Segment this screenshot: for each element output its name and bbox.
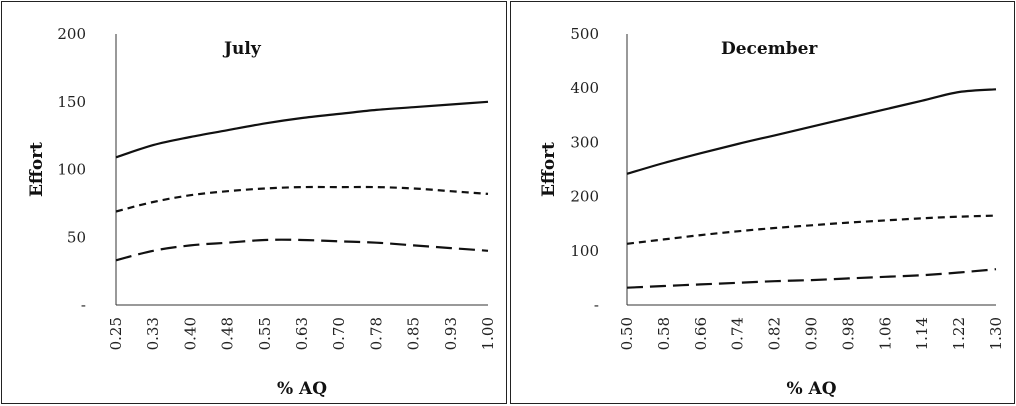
y-axis-title: Effort	[539, 142, 559, 197]
y-tick-label: -	[81, 296, 86, 314]
y-tick-label: 500	[570, 25, 599, 43]
x-tick-label: 1.22	[950, 317, 968, 350]
x-axis-title: % AQ	[786, 379, 836, 399]
series-line-short-dash	[626, 214, 997, 245]
x-tick-label: 0.66	[692, 317, 710, 350]
x-axis-title: % AQ	[277, 379, 327, 399]
december-chart: - 100 200 300 400 500 0.50 0.58 0.66 0.74 0.82 0.90…	[539, 25, 1005, 399]
series-line-solid	[115, 100, 489, 159]
x-tick-label: 0.25	[107, 317, 125, 350]
x-tick-label: 1.30	[987, 317, 1005, 350]
july-chart: - 50 100 150 200 0.25 0.33 0.40 0.48 0.55 0.63 0.70…	[27, 25, 497, 399]
series-line-long-dash	[626, 268, 997, 289]
x-tick-label: 0.93	[442, 317, 460, 350]
y-tick-label: 150	[57, 93, 86, 111]
chart-panel-july: - 50 100 150 200 0.25 0.33 0.40 0.48 0.55 0.63 0.70…	[1, 1, 507, 404]
y-tick-label: 400	[570, 79, 599, 97]
x-tick-label: 0.48	[219, 317, 237, 350]
y-axis-title: Effort	[27, 142, 47, 197]
x-tick-label: 0.40	[181, 317, 199, 350]
chart-title: December	[721, 39, 818, 59]
x-tick-label: 1.06	[876, 317, 894, 350]
series-line-solid	[626, 88, 997, 175]
x-tick-label: 0.74	[729, 317, 747, 350]
x-tick-label: 0.78	[367, 317, 385, 350]
x-tick-label: 0.90	[803, 317, 821, 350]
x-tick-label: 1.14	[913, 317, 931, 350]
chart-title: July	[222, 39, 262, 59]
x-tick-label: 0.58	[655, 317, 673, 350]
x-tick-label: 1.00	[479, 317, 497, 350]
y-tick-label: 50	[67, 228, 86, 246]
y-tick-label: 200	[57, 25, 86, 43]
y-tick-label: -	[594, 296, 599, 314]
y-tick-label: 300	[570, 133, 599, 151]
x-tick-label: 0.63	[293, 317, 311, 350]
x-tick-label: 0.82	[766, 317, 784, 350]
x-tick-label: 0.85	[405, 317, 423, 350]
x-tick-label: 0.33	[144, 317, 162, 350]
x-tick-label: 0.50	[618, 317, 636, 350]
y-tick-label: 100	[570, 242, 599, 260]
x-tick-label: 0.98	[839, 317, 857, 350]
y-tick-label: 200	[570, 188, 599, 206]
x-tick-label: 0.70	[330, 317, 348, 350]
x-tick-label: 0.55	[256, 317, 274, 350]
y-tick-label: 100	[57, 161, 86, 179]
series-line-short-dash	[115, 185, 489, 213]
series-line-long-dash	[115, 238, 489, 262]
chart-panel-december: - 100 200 300 400 500 0.50 0.58 0.66 0.74 0.82 0.90…	[510, 1, 1015, 404]
